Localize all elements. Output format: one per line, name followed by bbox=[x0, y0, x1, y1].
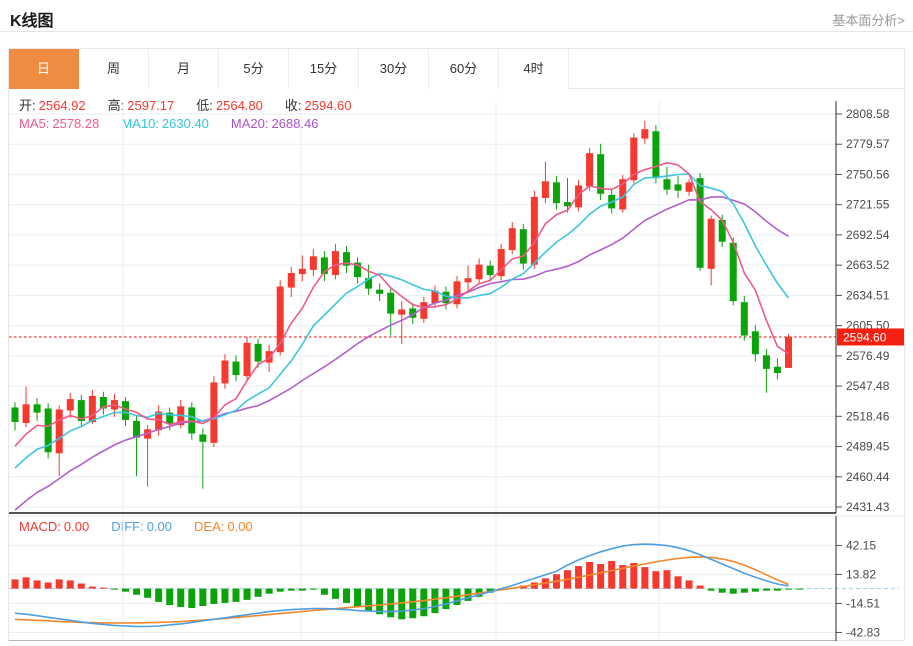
svg-text:13.82: 13.82 bbox=[846, 567, 876, 581]
tab-15min[interactable]: 15分 bbox=[289, 49, 359, 89]
svg-text:2692.54: 2692.54 bbox=[846, 228, 890, 242]
period-tabbar: 日周月 5分 15分 30分 60分 4时 bbox=[9, 49, 904, 89]
svg-text:2634.51: 2634.51 bbox=[846, 288, 890, 302]
chart-container: 日周月 5分 15分 30分 60分 4时 开: 2564.92 高: 2597.17 低: 256… bbox=[8, 48, 905, 641]
tab-week[interactable]: 周 bbox=[79, 49, 149, 89]
kline-chart: 2808.58 2779.57 2750.56 2721.55 2692.54 2663.… bbox=[9, 101, 904, 641]
svg-text:2431.43: 2431.43 bbox=[846, 500, 890, 514]
svg-text:2808.58: 2808.58 bbox=[846, 107, 890, 121]
tab-day[interactable]: 日 bbox=[9, 49, 79, 89]
svg-text:2750.56: 2750.56 bbox=[846, 167, 890, 181]
current-price-badge: 2594.60 bbox=[843, 330, 887, 344]
title-separator bbox=[0, 31, 913, 32]
svg-text:2576.49: 2576.49 bbox=[846, 349, 890, 363]
svg-text:2489.45: 2489.45 bbox=[846, 440, 890, 454]
tab-5min[interactable]: 5分 bbox=[219, 49, 289, 89]
tab-4hour[interactable]: 4时 bbox=[499, 49, 569, 89]
page-title: K线图 bbox=[10, 13, 54, 30]
svg-text:-42.83: -42.83 bbox=[846, 625, 880, 639]
svg-text:2663.52: 2663.52 bbox=[846, 258, 890, 272]
tab-60min[interactable]: 60分 bbox=[429, 49, 499, 89]
svg-text:2460.44: 2460.44 bbox=[846, 470, 890, 484]
svg-text:2518.46: 2518.46 bbox=[846, 409, 890, 423]
svg-text:2721.55: 2721.55 bbox=[846, 198, 890, 212]
fundamental-analysis-link[interactable]: 基本面分析> bbox=[832, 13, 905, 28]
svg-text:2547.48: 2547.48 bbox=[846, 379, 890, 393]
tab-30min[interactable]: 30分 bbox=[359, 49, 429, 89]
svg-text:-14.51: -14.51 bbox=[846, 596, 880, 610]
tab-month[interactable]: 月 bbox=[149, 49, 219, 89]
svg-text:42.15: 42.15 bbox=[846, 538, 876, 552]
svg-text:2779.57: 2779.57 bbox=[846, 137, 890, 151]
